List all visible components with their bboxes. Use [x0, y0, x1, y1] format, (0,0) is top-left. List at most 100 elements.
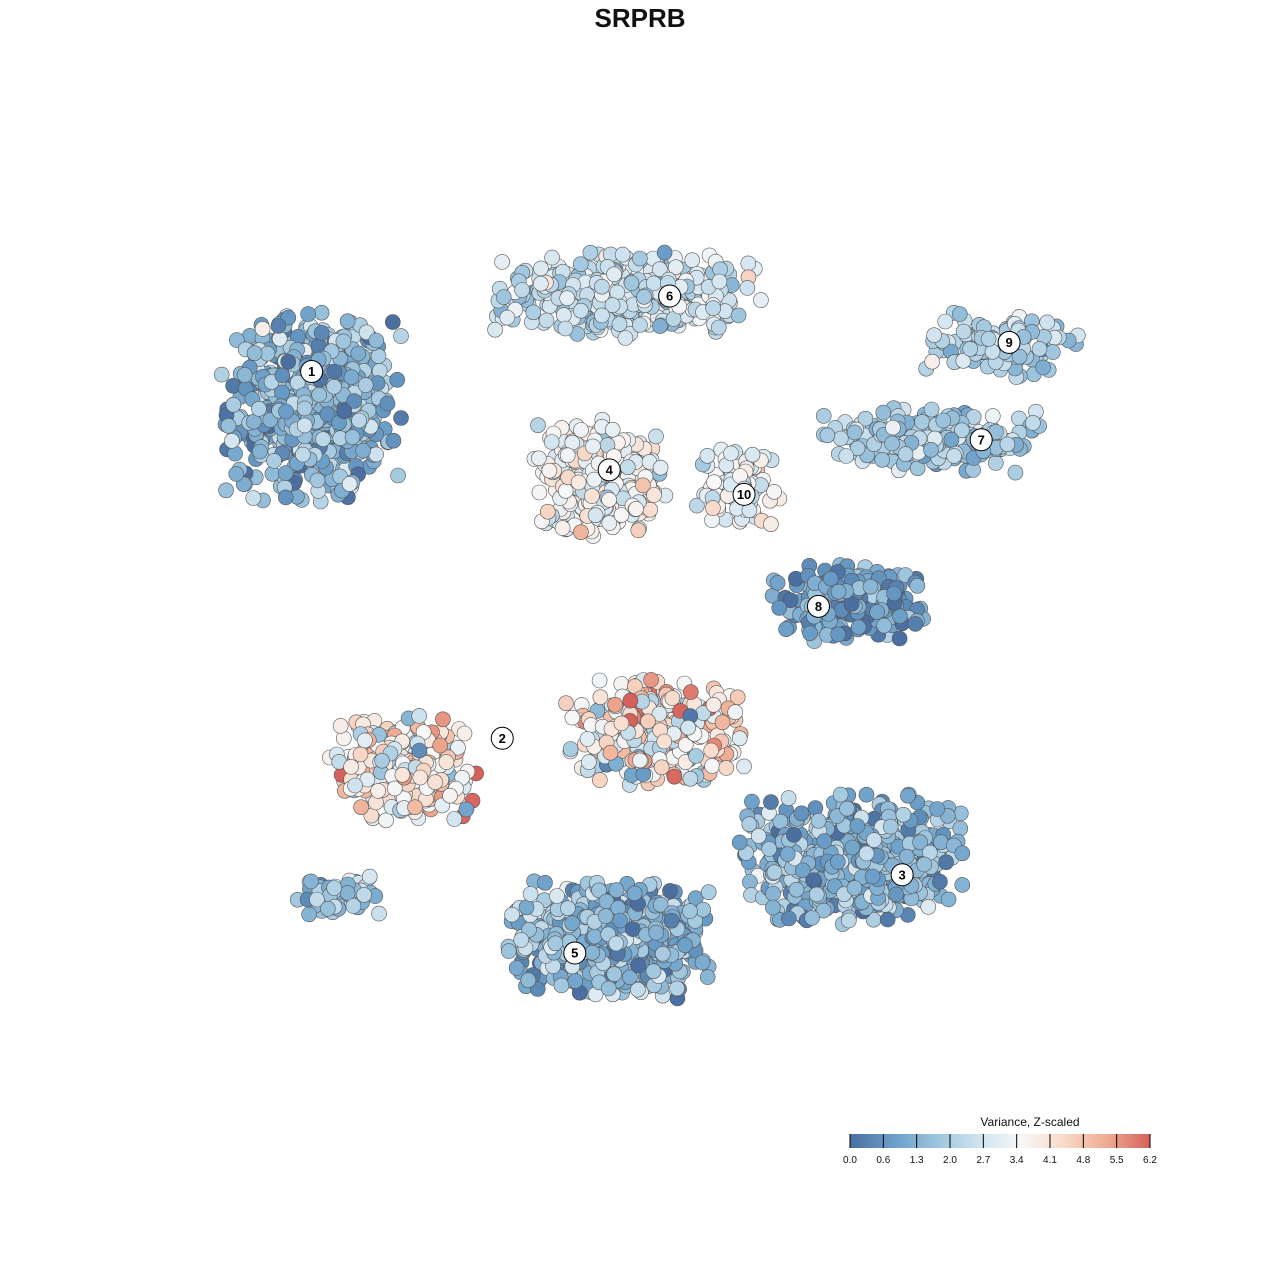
data-point: [617, 330, 634, 346]
data-point: [579, 731, 596, 747]
data-point: [802, 625, 818, 642]
data-point: [252, 443, 268, 460]
data-point: [393, 410, 409, 426]
data-point: [361, 868, 378, 885]
data-point: [857, 410, 874, 427]
cluster-label-3: 3: [890, 863, 914, 887]
data-point: [744, 446, 761, 463]
data-point: [699, 969, 716, 985]
data-point: [688, 748, 704, 764]
cluster-number: 6: [666, 289, 673, 304]
data-point: [368, 332, 385, 349]
data-point: [687, 890, 704, 907]
data-point: [607, 696, 623, 713]
cluster-number: 1: [308, 364, 315, 379]
data-point: [557, 320, 574, 337]
data-point: [600, 980, 617, 997]
data-point: [543, 434, 560, 450]
cluster-marker: [806, 594, 830, 618]
data-point: [648, 924, 665, 941]
cluster-label-7: 7: [969, 428, 993, 452]
data-point: [315, 431, 331, 448]
data-point: [932, 873, 948, 890]
data-point: [564, 915, 581, 932]
data-point: [886, 585, 902, 602]
data-point: [666, 768, 683, 785]
data-point: [923, 441, 939, 458]
data-point: [347, 777, 363, 794]
data-point: [309, 472, 326, 489]
data-point: [635, 766, 652, 782]
cluster-label-8: 8: [806, 594, 830, 618]
data-point: [718, 760, 735, 776]
data-point: [508, 960, 525, 976]
data-point: [572, 256, 589, 273]
data-point: [892, 608, 908, 625]
data-point: [840, 912, 857, 929]
data-point: [628, 501, 644, 517]
data-point: [513, 932, 530, 948]
data-point: [227, 445, 243, 462]
cluster-number: 2: [499, 731, 506, 746]
data-point: [514, 282, 530, 298]
colorbar-tick-label: 1.3: [910, 1155, 924, 1166]
cluster-number: 7: [978, 432, 985, 447]
data-point: [336, 403, 352, 420]
data-point: [335, 333, 352, 350]
cluster-label-10: 10: [732, 482, 756, 506]
data-point: [888, 886, 905, 903]
data-point: [621, 969, 638, 986]
data-point: [808, 886, 825, 903]
data-point: [984, 408, 1001, 424]
data-point: [531, 484, 548, 501]
colorbar-tick-label: 2.0: [943, 1155, 957, 1166]
data-point: [740, 255, 757, 272]
data-point: [656, 244, 673, 261]
data-point: [619, 459, 636, 476]
data-point: [374, 752, 390, 769]
data-point: [699, 447, 716, 464]
data-point: [907, 616, 924, 632]
data-point: [562, 741, 579, 757]
data-point: [951, 306, 968, 322]
data-point: [866, 832, 882, 848]
data-point: [368, 446, 384, 463]
cluster-number: 3: [899, 867, 906, 882]
data-point: [520, 972, 537, 989]
data-point: [815, 408, 832, 424]
colorbar-ticks: 0.0 0.6 1.3 2.0 2.7 3.4 4.1 4.8 5.5 6.2: [843, 1134, 1157, 1166]
data-point: [500, 943, 517, 959]
data-point: [900, 787, 916, 804]
data-point: [636, 288, 652, 305]
data-point: [504, 906, 520, 923]
data-point: [682, 684, 699, 700]
data-point: [772, 813, 789, 830]
cluster-marker: [490, 726, 514, 750]
data-point: [648, 428, 664, 445]
cluster-marker: [597, 458, 621, 482]
data-point: [224, 432, 240, 449]
data-point: [357, 732, 373, 749]
data-point: [924, 353, 941, 370]
cluster-number: 9: [1005, 335, 1012, 350]
data-point: [585, 438, 601, 455]
data-point: [411, 708, 428, 724]
data-point: [954, 845, 971, 862]
data-point: [677, 937, 693, 954]
data-point: [765, 899, 781, 916]
data-point: [570, 474, 587, 491]
data-point: [846, 880, 863, 896]
data-point: [765, 885, 781, 902]
data-point: [435, 711, 451, 728]
data-point: [518, 899, 535, 916]
data-point: [822, 570, 839, 587]
data-point: [652, 318, 668, 334]
data-point: [245, 490, 262, 506]
data-point: [875, 404, 892, 421]
data-point: [769, 574, 786, 591]
data-point: [805, 872, 822, 889]
data-point: [606, 266, 622, 283]
data-point: [494, 254, 510, 270]
data-point: [339, 313, 356, 330]
